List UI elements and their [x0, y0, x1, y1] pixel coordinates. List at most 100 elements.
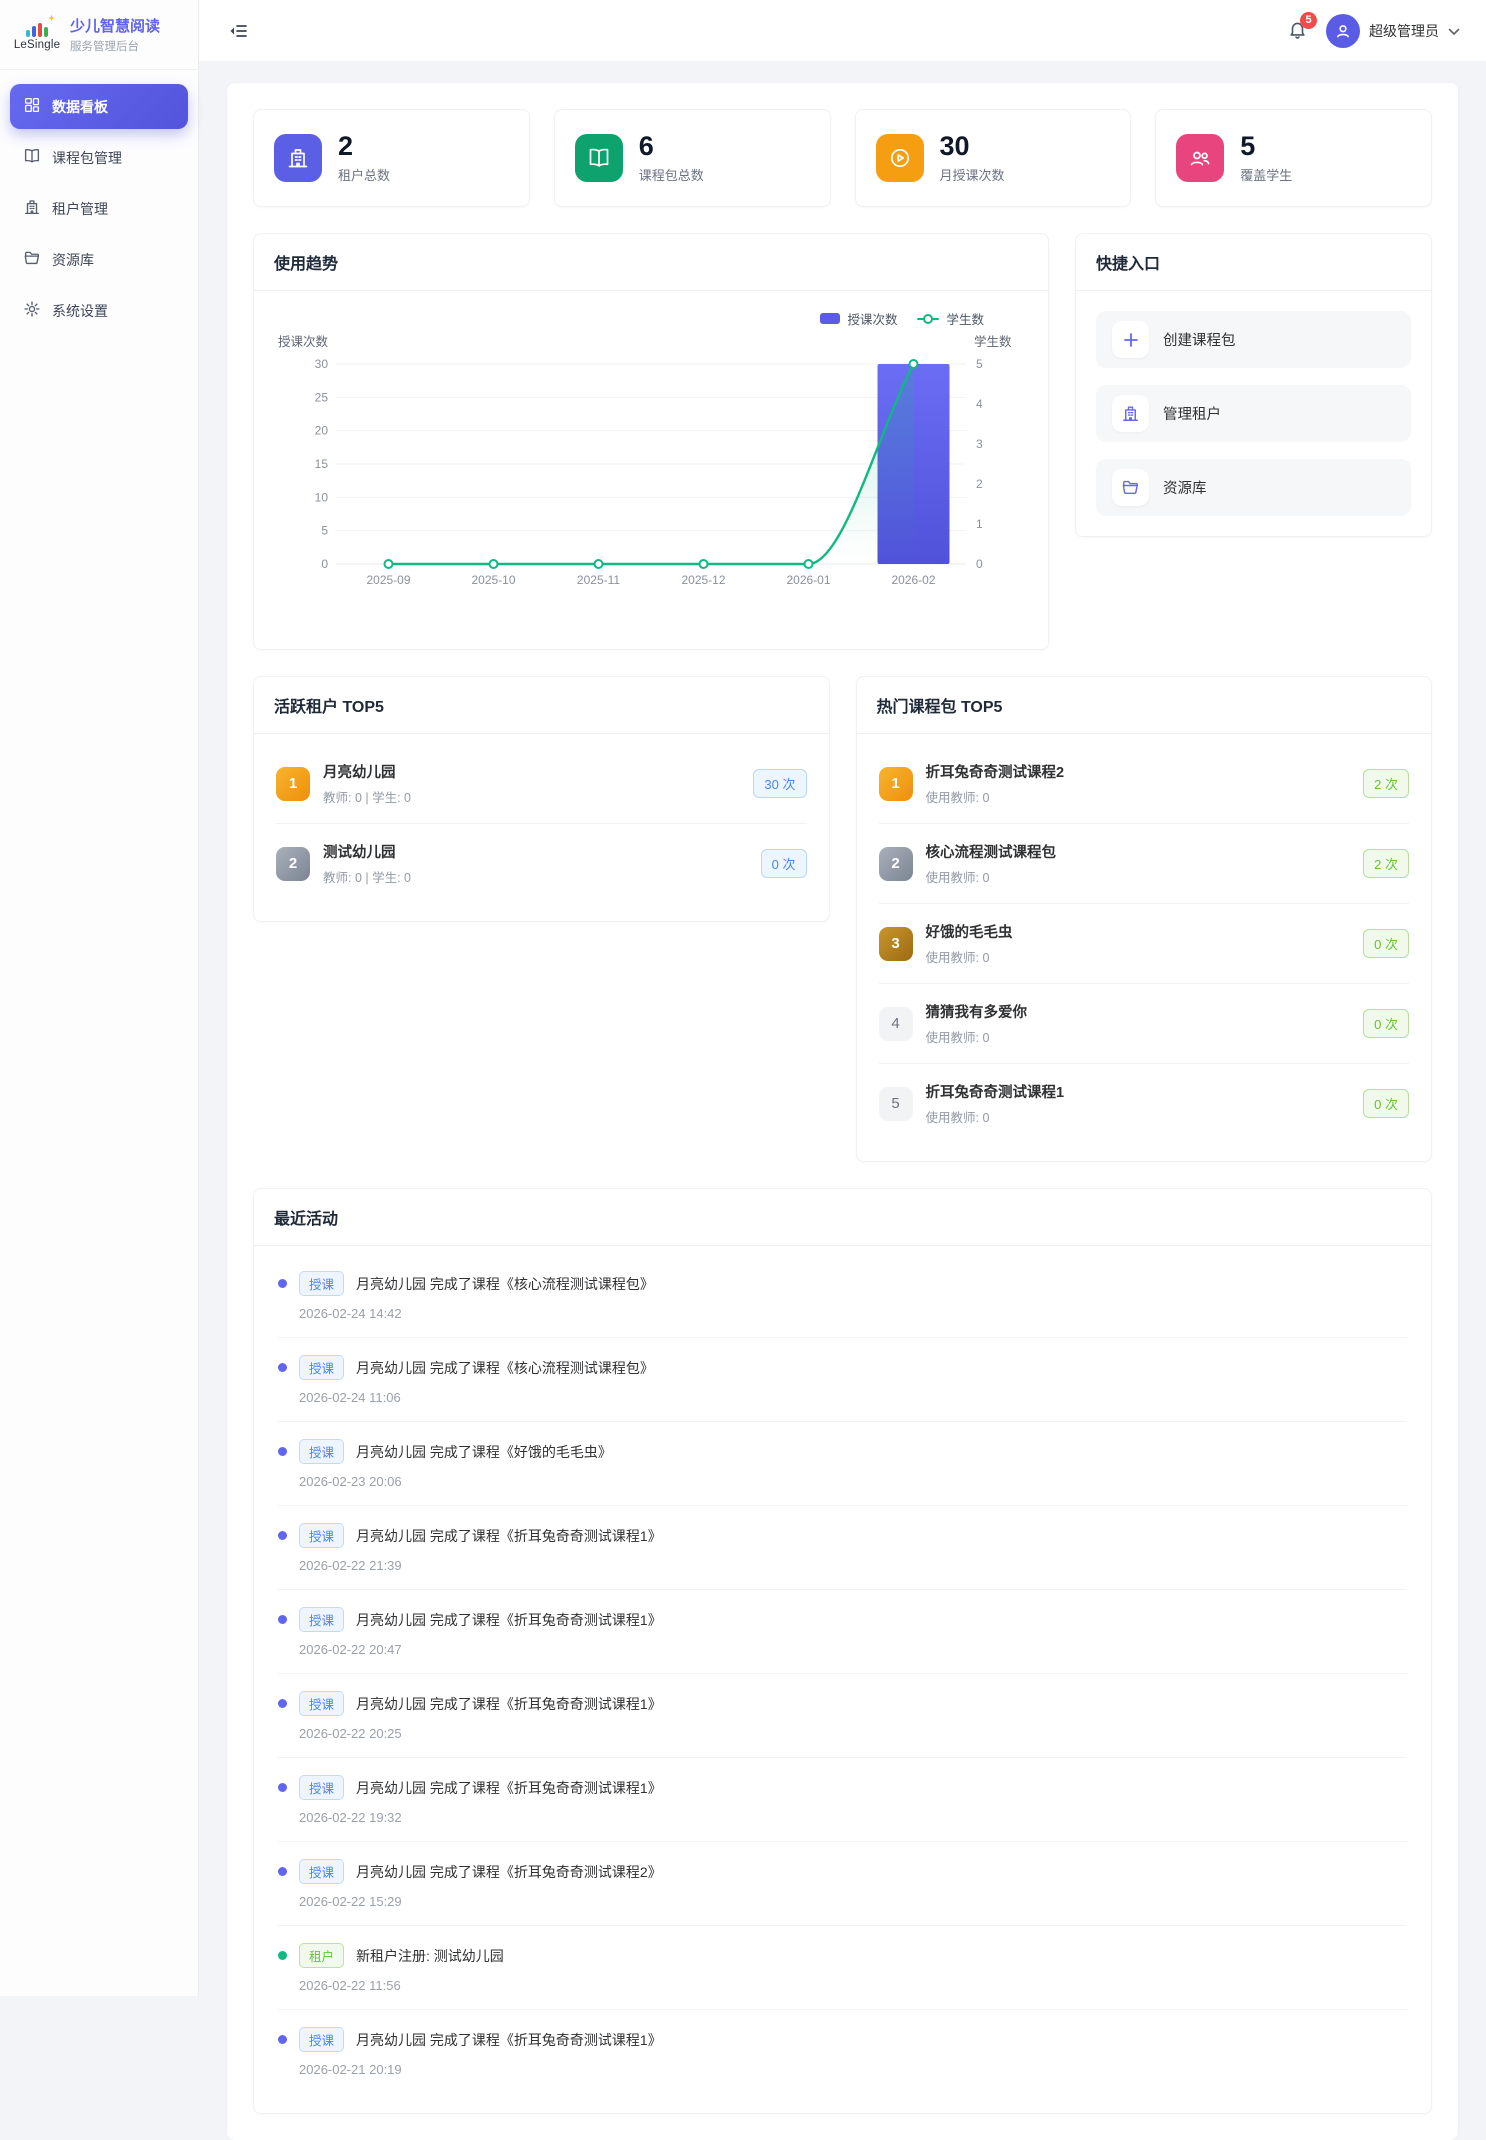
building-icon [274, 134, 322, 183]
chart-legend: 授课次数 学生数 [272, 303, 1030, 330]
activity-row: 授课 月亮幼儿园 完成了课程《好饿的毛毛虫》 2026-02-23 20:06 [278, 1422, 1407, 1507]
svg-text:4: 4 [976, 397, 983, 411]
sidebar-item-settings[interactable]: 系统设置 [10, 288, 188, 333]
usage-trend-card: 使用趋势 授课次数 学生数 授课次数 学生数 0 5 10 15 20 25 30 0 1 2 3 4 5 20 [253, 233, 1049, 651]
section-title: 使用趋势 [274, 256, 339, 274]
activity-type-tag: 授课 [299, 1775, 345, 1801]
svg-text:2025-12: 2025-12 [681, 573, 725, 587]
activity-row: 租户 新租户注册: 测试幼儿园 2026-02-22 11:56 [278, 1926, 1407, 2011]
activity-text: 月亮幼儿园 完成了课程《折耳兔奇奇测试课程2》 [356, 1863, 662, 1880]
usage-count-badge: 2 次 [1363, 769, 1409, 799]
activity-row: 授课 月亮幼儿园 完成了课程《折耳兔奇奇测试课程1》 2026-02-21 20… [278, 2010, 1407, 2093]
activity-text: 月亮幼儿园 完成了课程《折耳兔奇奇测试课程1》 [356, 1527, 662, 1544]
tenant-rank-row: 2 测试幼儿园 教师: 0 | 学生: 0 0 次 [276, 824, 807, 903]
sidebar-item-resources[interactable]: 资源库 [10, 237, 188, 282]
activity-type-tag: 授课 [299, 1859, 345, 1885]
package-meta: 使用教师: 0 [925, 871, 990, 886]
stat-label: 租户总数 [338, 168, 391, 184]
create-package-button[interactable]: 创建课程包 [1096, 311, 1411, 369]
active-tenants-list: 1 月亮幼儿园 教师: 0 | 学生: 0 30 次 2 测试幼儿园 [254, 734, 829, 921]
activity-type-tag: 授课 [299, 1523, 345, 1549]
activity-dot-icon [278, 1363, 287, 1373]
package-rank-row: 1 折耳兔奇奇测试课程2 使用教师: 0 2 次 [878, 744, 1409, 825]
building-icon [23, 198, 41, 219]
rank-badge: 5 [878, 1086, 913, 1121]
gear-icon [23, 300, 41, 321]
svg-text:30: 30 [315, 357, 329, 371]
activity-type-tag: 授课 [299, 2027, 345, 2053]
sidebar-item-label: 租户管理 [52, 200, 108, 217]
sidebar-item-dashboard[interactable]: 数据看板 [10, 84, 188, 129]
svg-text:5: 5 [321, 524, 328, 538]
collapse-sidebar-button[interactable] [225, 18, 251, 44]
sidebar-item-label: 数据看板 [52, 98, 108, 115]
dashboard-icon [23, 96, 41, 117]
package-rank-row: 3 好饿的毛毛虫 使用教师: 0 0 次 [878, 904, 1409, 985]
activity-timestamp: 2026-02-24 11:06 [299, 1390, 401, 1406]
activity-row: 授课 月亮幼儿园 完成了课程《折耳兔奇奇测试课程1》 2026-02-22 19… [278, 1758, 1407, 1843]
activity-type-tag: 授课 [299, 1607, 345, 1633]
svg-text:2026-01: 2026-01 [786, 573, 830, 587]
svg-text:3: 3 [976, 437, 983, 451]
activity-type-tag: 租户 [299, 1943, 345, 1969]
package-meta: 使用教师: 0 [925, 791, 990, 806]
sidebar-item-label: 系统设置 [52, 302, 108, 319]
svg-text:10: 10 [315, 491, 329, 505]
building-icon [1112, 395, 1149, 433]
plus-icon [1112, 321, 1149, 359]
stat-card-packages: 6 课程包总数 [553, 109, 831, 208]
manage-tenants-button[interactable]: 管理租户 [1096, 385, 1411, 443]
svg-text:2026-02: 2026-02 [891, 573, 935, 587]
sidebar-item-tenants[interactable]: 租户管理 [10, 186, 188, 231]
activity-text: 新租户注册: 测试幼儿园 [356, 1947, 504, 1964]
stat-value: 2 [338, 131, 354, 161]
stat-card-lessons: 30 月授课次数 [854, 109, 1132, 208]
activity-row: 授课 月亮幼儿园 完成了课程《折耳兔奇奇测试课程2》 2026-02-22 15… [278, 1842, 1407, 1927]
legend-bar-swatch-icon [820, 313, 841, 325]
svg-text:学生数: 学生数 [974, 334, 1012, 349]
activity-type-tag: 授课 [299, 1271, 345, 1297]
svg-text:1: 1 [976, 517, 983, 531]
user-menu[interactable]: 超级管理员 [1326, 13, 1460, 48]
activity-dot-icon [278, 2035, 287, 2045]
sidebar-item-course-packages[interactable]: 课程包管理 [10, 135, 188, 180]
activity-timestamp: 2026-02-22 21:39 [299, 1558, 402, 1574]
section-title: 最近活动 [274, 1211, 339, 1229]
activity-timestamp: 2026-02-22 20:25 [299, 1726, 402, 1742]
package-meta: 使用教师: 0 [925, 1031, 990, 1046]
activity-text: 月亮幼儿园 完成了课程《折耳兔奇奇测试课程1》 [356, 2031, 662, 2048]
avatar [1326, 13, 1360, 48]
quick-entry-label: 创建课程包 [1163, 333, 1236, 350]
package-name: 折耳兔奇奇测试课程1 [925, 1085, 1065, 1102]
activity-timestamp: 2026-02-21 20:19 [299, 2062, 402, 2078]
stat-value: 5 [1240, 131, 1256, 161]
package-name: 核心流程测试课程包 [925, 845, 1057, 862]
notification-bell-button[interactable]: 5 [1284, 11, 1317, 44]
resource-library-button[interactable]: 资源库 [1096, 459, 1411, 517]
book-icon [574, 134, 623, 183]
usage-count-badge: 30 次 [753, 769, 807, 799]
hot-packages-list: 1 折耳兔奇奇测试课程2 使用教师: 0 2 次 2 核心流程测试课程包 [857, 734, 1432, 1161]
svg-text:0: 0 [321, 557, 328, 571]
logo-word: LeSingle [13, 38, 61, 51]
legend-line-marker-icon [917, 313, 940, 324]
package-rank-row: 2 核心流程测试课程包 使用教师: 0 2 次 [878, 824, 1409, 905]
sidebar: LeSingle 少儿智慧阅读 服务管理后台 数据看板 课程包管理 租户管理 [0, 0, 199, 1996]
svg-text:5: 5 [976, 357, 983, 371]
activity-type-tag: 授课 [299, 1439, 345, 1465]
legend-item[interactable]: 授课次数 [820, 309, 897, 328]
activity-timestamp: 2026-02-22 19:32 [299, 1810, 402, 1826]
main-content: 2 租户总数 6 课程包总数 30 月授课次数 [199, 61, 1486, 2140]
folder-icon [23, 249, 41, 270]
students-icon [1176, 134, 1225, 183]
section-title: 活跃租户 TOP5 [274, 699, 384, 717]
brand: LeSingle 少儿智慧阅读 服务管理后台 [0, 0, 198, 70]
sparkle-icon [48, 14, 55, 22]
svg-text:2025-09: 2025-09 [366, 573, 410, 587]
legend-item[interactable]: 学生数 [917, 309, 984, 328]
activity-dot-icon [278, 1279, 287, 1289]
usage-trend-chart: 授课次数 学生数 0 5 10 15 20 25 30 0 1 2 3 4 5 2025-09 2025-10 2… [278, 334, 1012, 587]
usage-count-badge: 0 次 [1363, 1089, 1409, 1119]
activity-row: 授课 月亮幼儿园 完成了课程《核心流程测试课程包》 2026-02-24 14:… [278, 1254, 1407, 1339]
rank-badge: 3 [878, 926, 913, 961]
